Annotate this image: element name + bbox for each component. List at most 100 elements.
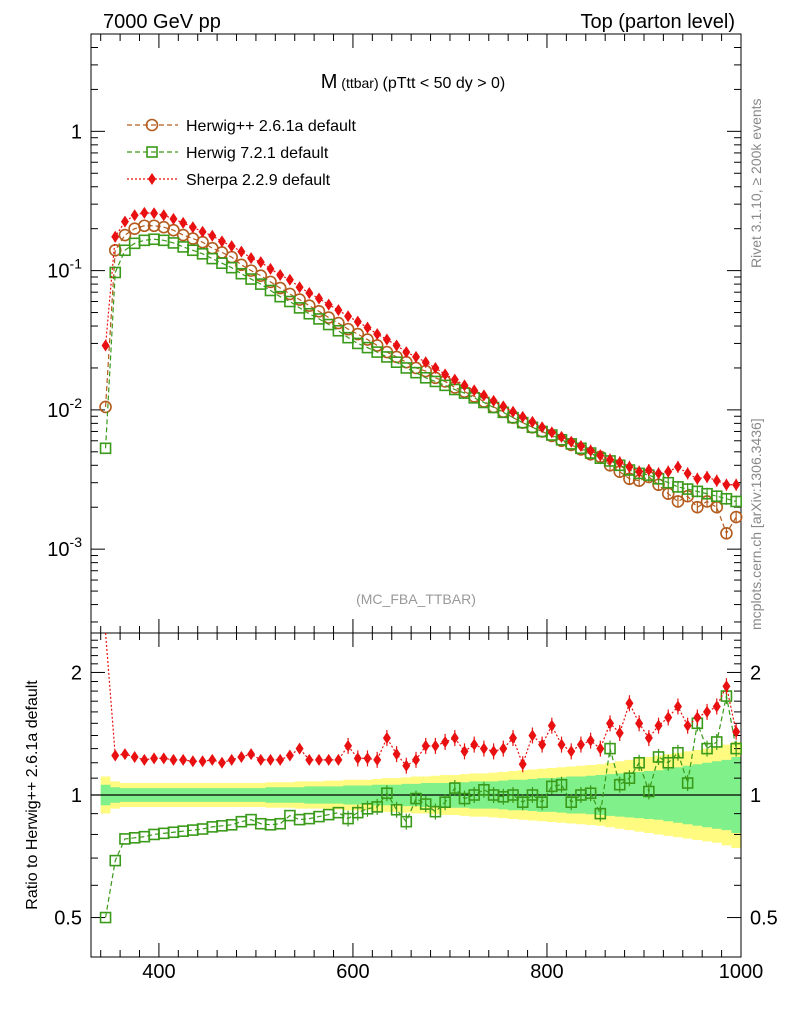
data-point-diamond bbox=[557, 430, 566, 443]
data-point-diamond bbox=[392, 748, 401, 761]
data-point-diamond bbox=[654, 719, 663, 732]
data-point-diamond bbox=[567, 745, 576, 758]
y-tick-exponent: -2 bbox=[70, 395, 83, 411]
data-point-square bbox=[584, 787, 597, 800]
data-point-diamond bbox=[499, 400, 508, 413]
data-point-square bbox=[284, 295, 296, 308]
y-tick-label: 10-1 bbox=[47, 256, 82, 283]
data-point-diamond bbox=[208, 753, 217, 766]
data-point-diamond bbox=[247, 748, 256, 761]
data-point-diamond bbox=[518, 410, 527, 423]
x-tick-label: 1000 bbox=[719, 961, 764, 983]
ratio-y-tick-label-right: 2 bbox=[750, 662, 761, 684]
y-tick-exponent: -3 bbox=[70, 534, 83, 550]
ratio-y-tick-label: 2 bbox=[71, 662, 82, 684]
data-point-square bbox=[516, 796, 529, 809]
data-point-square bbox=[672, 746, 684, 759]
legend-label: Herwig++ 2.6.1a default bbox=[186, 118, 356, 135]
data-point-diamond bbox=[654, 467, 663, 480]
data-point-circle bbox=[729, 510, 743, 524]
plot-title: M (ttbar) (pTtt < 50 dy > 0) bbox=[321, 71, 506, 93]
title-main: M bbox=[321, 71, 338, 93]
header-right: Top (parton level) bbox=[580, 11, 735, 33]
legend-label: Sherpa 2.2.9 default bbox=[186, 172, 331, 189]
data-point-circle bbox=[145, 118, 159, 132]
data-point-diamond bbox=[344, 310, 353, 323]
data-point-diamond bbox=[567, 435, 576, 448]
data-point-diamond bbox=[402, 759, 411, 772]
series-1 bbox=[99, 233, 742, 508]
data-point-square bbox=[146, 146, 158, 158]
data-point-diamond bbox=[208, 229, 217, 242]
series-line bbox=[104, 212, 737, 486]
legend-label: Herwig 7.2.1 default bbox=[186, 145, 329, 162]
data-point-diamond bbox=[683, 467, 692, 480]
data-point-diamond bbox=[373, 328, 382, 341]
data-point-diamond bbox=[266, 753, 275, 766]
data-point-diamond bbox=[295, 281, 304, 294]
data-point-square bbox=[594, 807, 607, 820]
data-point-square bbox=[555, 778, 568, 791]
data-point-diamond bbox=[479, 389, 488, 402]
data-point-circle bbox=[99, 400, 112, 414]
ratio-ylabel: Ratio to Herwig++ 2.6.1a default bbox=[24, 680, 41, 910]
data-point-diamond bbox=[276, 269, 285, 282]
data-point-square bbox=[254, 278, 267, 290]
data-point-diamond bbox=[179, 753, 188, 766]
data-point-diamond bbox=[266, 262, 275, 275]
data-point-diamond bbox=[576, 440, 585, 453]
data-point-square bbox=[381, 787, 393, 800]
data-point-diamond bbox=[431, 361, 440, 374]
y-tick-label: 10-3 bbox=[47, 534, 82, 561]
data-point-square bbox=[274, 817, 286, 830]
ratio-series-1 bbox=[104, 632, 741, 774]
data-point-square bbox=[613, 778, 626, 791]
data-point-diamond bbox=[305, 753, 314, 766]
ratio-y-tick-label-right: 0.5 bbox=[750, 908, 778, 930]
data-point-diamond bbox=[130, 209, 139, 222]
data-point-circle bbox=[138, 219, 151, 233]
y-tick-exponent: -1 bbox=[70, 256, 83, 272]
data-point-diamond bbox=[712, 700, 721, 713]
data-point-diamond bbox=[188, 221, 197, 234]
data-point-diamond bbox=[460, 745, 469, 758]
data-point-square bbox=[643, 785, 655, 798]
data-point-diamond bbox=[460, 379, 469, 392]
data-point-diamond bbox=[576, 738, 585, 751]
data-point-square bbox=[633, 756, 645, 769]
data-point-diamond bbox=[237, 750, 246, 763]
data-point-diamond bbox=[606, 453, 615, 466]
data-point-diamond bbox=[470, 738, 479, 751]
data-point-square bbox=[342, 812, 354, 825]
data-point-square bbox=[264, 284, 277, 297]
data-point-circle bbox=[370, 339, 384, 352]
data-point-diamond bbox=[120, 215, 129, 228]
data-point-square bbox=[730, 742, 742, 755]
data-point-diamond bbox=[305, 287, 314, 300]
ratio-series-0 bbox=[99, 688, 742, 924]
data-point-diamond bbox=[363, 752, 372, 765]
ratio-plot-area: 2 2 1 1 0.5 0.5 400 600 800 1000 bbox=[54, 632, 778, 983]
title-sub: (ttbar) bbox=[337, 75, 382, 91]
data-point-circle bbox=[671, 495, 685, 508]
y-tick-base: 10 bbox=[47, 400, 69, 422]
data-point-diamond bbox=[528, 415, 537, 428]
legend: Herwig++ 2.6.1a default Herwig 7.2.1 defa… bbox=[127, 118, 356, 189]
mcplots-label: mcplots.cern.ch [arXiv:1306.3436] bbox=[748, 418, 764, 630]
data-point-diamond bbox=[441, 368, 450, 381]
data-point-diamond bbox=[644, 464, 653, 477]
data-point-diamond bbox=[285, 749, 294, 762]
data-point-diamond bbox=[159, 209, 168, 222]
data-point-square bbox=[710, 736, 723, 748]
data-point-diamond bbox=[256, 256, 265, 269]
data-point-diamond bbox=[295, 742, 304, 755]
data-point-diamond bbox=[732, 725, 741, 738]
data-point-diamond bbox=[402, 346, 411, 359]
ratio-y-tick-label-right: 1 bbox=[750, 785, 761, 807]
data-point-diamond bbox=[509, 732, 518, 745]
data-point-diamond bbox=[227, 240, 236, 253]
data-point-square bbox=[526, 789, 539, 801]
y-tick-label: 10-2 bbox=[47, 395, 82, 422]
data-point-diamond bbox=[693, 472, 702, 485]
